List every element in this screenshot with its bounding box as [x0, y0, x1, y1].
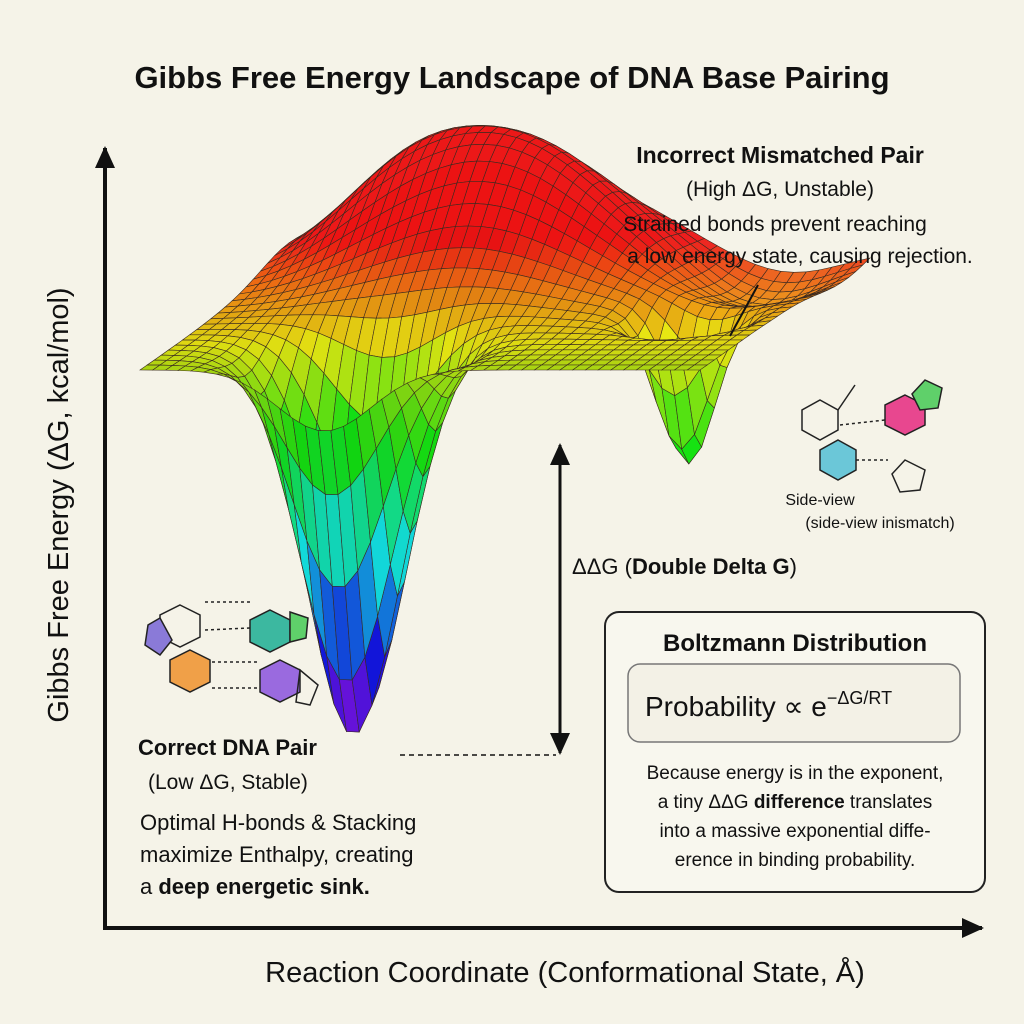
mixed-bold: difference	[754, 792, 845, 813]
ring	[144, 616, 173, 657]
formula-box	[627, 663, 961, 743]
mismatch-subtitle: (High ΔG, Unstable)	[686, 178, 874, 201]
ddg-label: ΔΔG (Double Delta G)	[572, 554, 797, 579]
formula-base: Probability ∝ e	[645, 691, 827, 722]
correct-line: maximize Enthalpy, creating	[140, 842, 414, 867]
mismatch-title: Incorrect Mismatched Pair	[636, 142, 924, 168]
mixed-suffix: translates	[845, 792, 933, 813]
ring	[911, 379, 943, 411]
ring	[295, 668, 319, 706]
h-bond	[204, 627, 251, 631]
boltzmann-line: erence in binding probability.	[675, 850, 915, 871]
surface-cell	[686, 364, 709, 371]
formula-exponent: −ΔG/RT	[827, 688, 892, 708]
mismatch-line: a low energy state, causing rejection.	[627, 245, 973, 268]
mismatch-line: Strained bonds prevent reaching	[623, 213, 927, 236]
ring	[289, 610, 309, 643]
ddg-prefix: ΔΔG (	[572, 554, 633, 579]
boltzmann-line: a tiny ΔΔG difference translates	[658, 792, 933, 813]
correct-line: a deep energetic sink.	[140, 874, 370, 899]
boltzmann-title: Boltzmann Distribution	[663, 630, 927, 657]
correct-line: Optimal H-bonds & Stacking	[140, 810, 416, 835]
correct-subtitle: (Low ΔG, Stable)	[148, 771, 308, 794]
correct-prefix: a	[140, 874, 158, 899]
bond	[837, 384, 856, 411]
ring	[819, 439, 857, 481]
ring	[169, 649, 211, 693]
correct-molecule	[144, 601, 319, 706]
ddg-bold: Double Delta G	[632, 554, 790, 579]
boltzmann-line: into a massive exponential diffe-	[659, 821, 930, 842]
energy-surface	[139, 124, 871, 734]
ring	[159, 604, 201, 648]
x-axis-label: Reaction Coordinate (Conformational Stat…	[265, 956, 865, 989]
ring	[891, 459, 926, 493]
correct-title: Correct DNA Pair	[138, 735, 317, 760]
mixed-prefix: a tiny ΔΔG	[658, 792, 754, 813]
ring	[249, 609, 291, 653]
ring	[259, 659, 301, 703]
side-view-caption: (side-view inismatch)	[805, 515, 954, 532]
ddg-suffix: )	[790, 554, 797, 579]
boltzmann-line: Because energy is in the exponent,	[647, 763, 944, 784]
formula: Probability ∝ e−ΔG/RT	[645, 688, 892, 722]
side-view-label: Side-view	[785, 492, 855, 509]
mismatch-molecule	[801, 379, 943, 493]
y-axis-label: Gibbs Free Energy (ΔG, kcal/mol)	[43, 287, 75, 722]
title: Gibbs Free Energy Landscape of DNA Base …	[134, 60, 889, 95]
h-bond	[839, 419, 886, 426]
correct-bold: deep energetic sink.	[158, 874, 370, 899]
pointer-line	[729, 284, 759, 337]
